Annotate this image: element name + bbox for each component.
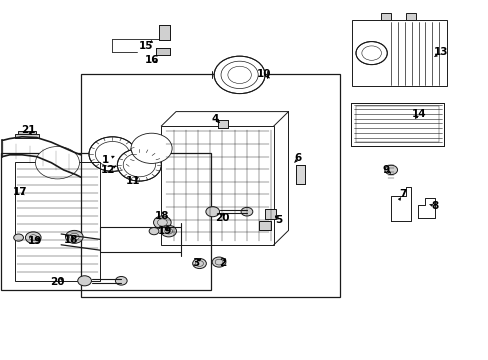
Text: 11: 11 [125, 176, 140, 186]
Circle shape [117, 149, 161, 181]
Text: 19: 19 [158, 226, 172, 236]
Circle shape [192, 258, 206, 269]
Text: 6: 6 [294, 153, 301, 163]
Text: 5: 5 [275, 215, 282, 225]
Bar [295, 165, 304, 184]
Text: 13: 13 [433, 47, 447, 57]
Bar [159, 25, 169, 40]
Bar [259, 221, 270, 230]
Text: 14: 14 [411, 109, 426, 120]
Bar [351, 20, 447, 86]
Circle shape [214, 56, 264, 94]
Bar [405, 13, 415, 20]
Circle shape [115, 276, 127, 285]
Text: 10: 10 [256, 69, 271, 79]
Text: 20: 20 [50, 276, 65, 287]
Text: 17: 17 [13, 186, 28, 197]
Bar [1, 153, 211, 290]
Circle shape [25, 232, 41, 243]
Bar [159, 25, 169, 40]
Bar [355, 106, 438, 142]
Bar [218, 120, 227, 128]
Bar [264, 209, 276, 219]
Circle shape [355, 41, 386, 64]
Bar [350, 103, 443, 146]
Text: 2: 2 [219, 258, 225, 268]
Circle shape [205, 207, 219, 217]
Text: 21: 21 [21, 125, 36, 135]
Text: 1: 1 [102, 155, 108, 165]
Text: 9: 9 [382, 165, 389, 175]
Circle shape [89, 137, 136, 171]
Text: 8: 8 [431, 201, 438, 211]
Bar [264, 209, 276, 219]
Bar [259, 221, 270, 230]
Bar [350, 103, 443, 146]
Text: 4: 4 [211, 114, 219, 124]
Text: 12: 12 [101, 165, 116, 175]
Circle shape [65, 230, 83, 243]
Bar [15, 134, 39, 138]
Bar [161, 126, 273, 245]
Bar [18, 131, 36, 134]
Circle shape [35, 147, 79, 179]
Text: 7: 7 [399, 189, 407, 199]
Bar [218, 120, 227, 128]
Text: 19: 19 [28, 236, 42, 246]
Circle shape [161, 225, 176, 237]
Circle shape [241, 207, 252, 216]
Text: 18: 18 [155, 211, 169, 221]
Bar [155, 48, 170, 55]
Text: 20: 20 [215, 213, 229, 223]
Text: 3: 3 [192, 258, 199, 268]
Bar [81, 74, 339, 297]
Circle shape [131, 133, 172, 163]
Circle shape [14, 234, 23, 241]
Text: 15: 15 [138, 41, 153, 51]
Bar [381, 13, 390, 20]
Circle shape [153, 216, 171, 229]
Text: 16: 16 [144, 55, 159, 66]
Bar [295, 165, 304, 184]
Circle shape [78, 276, 91, 286]
Bar [15, 162, 100, 281]
Circle shape [149, 228, 159, 235]
Circle shape [384, 165, 397, 175]
Bar [155, 48, 170, 55]
Circle shape [212, 257, 225, 267]
Text: 18: 18 [63, 235, 78, 246]
